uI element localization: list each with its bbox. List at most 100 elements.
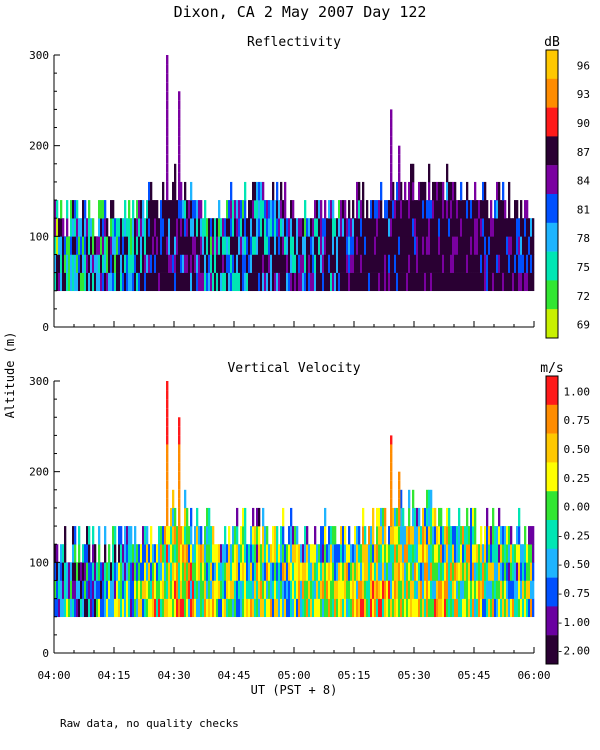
heatmap-cell xyxy=(498,526,501,545)
heatmap-cell xyxy=(170,562,173,581)
heatmap-cell xyxy=(424,218,427,237)
heatmap-cell xyxy=(240,562,243,581)
heatmap-cell xyxy=(172,181,175,201)
heatmap-cell xyxy=(418,272,421,292)
heatmap-cell xyxy=(314,580,317,599)
heatmap-cell xyxy=(406,236,409,255)
heatmap-cell xyxy=(252,598,255,618)
heatmap-cell xyxy=(508,181,511,201)
heatmap-cell xyxy=(150,218,153,237)
heatmap-cell xyxy=(352,598,355,618)
heatmap-cell xyxy=(330,562,333,581)
heatmap-cell xyxy=(432,181,435,201)
heatmap-cell xyxy=(204,544,207,563)
heatmap-cell xyxy=(428,598,431,618)
heatmap-cell xyxy=(422,200,425,219)
heatmap-cell xyxy=(382,272,385,292)
heatmap-cell xyxy=(110,272,113,292)
heatmap-cell xyxy=(326,598,329,618)
heatmap-cell xyxy=(222,598,225,618)
heatmap-cell xyxy=(256,507,259,527)
heatmap-cell xyxy=(506,598,509,618)
heatmap-cell xyxy=(74,562,77,581)
heatmap-cell xyxy=(192,254,195,273)
plume-cell xyxy=(166,507,169,517)
heatmap-cell xyxy=(462,562,465,581)
heatmap-cell xyxy=(184,218,187,237)
heatmap-cell xyxy=(92,236,95,255)
heatmap-cell xyxy=(514,272,517,292)
heatmap-cell xyxy=(218,218,221,237)
heatmap-cell xyxy=(168,598,171,618)
heatmap-cell xyxy=(198,580,201,599)
heatmap-cell xyxy=(258,562,261,581)
heatmap-cell xyxy=(304,598,307,618)
heatmap-cell xyxy=(240,218,243,237)
heatmap-cell xyxy=(346,254,349,273)
heatmap-cell xyxy=(234,598,237,618)
heatmap-cell xyxy=(272,272,275,292)
footnote: Raw data, no quality checks xyxy=(60,717,239,730)
heatmap-cell xyxy=(286,218,289,237)
heatmap-cell xyxy=(332,200,335,219)
heatmap-cell xyxy=(260,580,263,599)
heatmap-cell xyxy=(404,526,407,545)
heatmap-cell xyxy=(496,526,499,545)
heatmap-cell xyxy=(464,598,467,618)
heatmap-cell xyxy=(268,272,271,292)
heatmap-cell xyxy=(492,507,495,527)
heatmap-cell xyxy=(158,254,161,273)
heatmap-cell xyxy=(472,236,475,255)
plume-cell xyxy=(166,381,169,391)
heatmap-cell xyxy=(216,236,219,255)
heatmap-cell xyxy=(180,181,183,201)
heatmap-cell xyxy=(162,254,165,273)
heatmap-cell xyxy=(438,200,441,219)
heatmap-cell xyxy=(288,562,291,581)
colorbar-label: -1.00 xyxy=(557,616,590,629)
heatmap-cell xyxy=(104,218,107,237)
heatmap-cell xyxy=(492,544,495,563)
heatmap-cell xyxy=(170,218,173,237)
heatmap-cell xyxy=(172,254,175,273)
heatmap-cell xyxy=(504,580,507,599)
heatmap-cell xyxy=(518,580,521,599)
heatmap-cell xyxy=(272,218,275,237)
heatmap-cell xyxy=(188,580,191,599)
heatmap-cell xyxy=(458,562,461,581)
heatmap-cell xyxy=(492,236,495,255)
heatmap-cell xyxy=(212,272,215,292)
heatmap-cell xyxy=(184,236,187,255)
heatmap-cell xyxy=(92,580,95,599)
heatmap-cell xyxy=(470,562,473,581)
y-tick-label: 300 xyxy=(29,49,49,62)
heatmap-cell xyxy=(322,218,325,237)
heatmap-cell xyxy=(484,598,487,618)
heatmap-cell xyxy=(202,254,205,273)
heatmap-cell xyxy=(232,562,235,581)
heatmap-cell xyxy=(350,580,353,599)
heatmap-cell xyxy=(288,218,291,237)
heatmap-cell xyxy=(424,562,427,581)
heatmap-cell xyxy=(130,562,133,581)
heatmap-cell xyxy=(440,218,443,237)
heatmap-cell xyxy=(510,598,513,618)
heatmap-cell xyxy=(516,200,519,219)
heatmap-cell xyxy=(398,236,401,255)
plume-cell xyxy=(166,64,169,74)
heatmap-cell xyxy=(338,598,341,618)
heatmap-cell xyxy=(206,507,209,527)
heatmap-cell xyxy=(394,254,397,273)
heatmap-cell xyxy=(210,272,213,292)
heatmap-cell xyxy=(474,200,477,219)
heatmap-cell xyxy=(490,236,493,255)
heatmap-cell xyxy=(190,598,193,618)
heatmap-cell xyxy=(152,580,155,599)
heatmap-cell xyxy=(148,254,151,273)
heatmap-cell xyxy=(82,200,85,219)
heatmap-cell xyxy=(490,544,493,563)
heatmap-cell xyxy=(386,200,389,219)
heatmap-cell xyxy=(208,272,211,292)
heatmap-cell xyxy=(238,562,241,581)
heatmap-cell xyxy=(134,236,137,255)
